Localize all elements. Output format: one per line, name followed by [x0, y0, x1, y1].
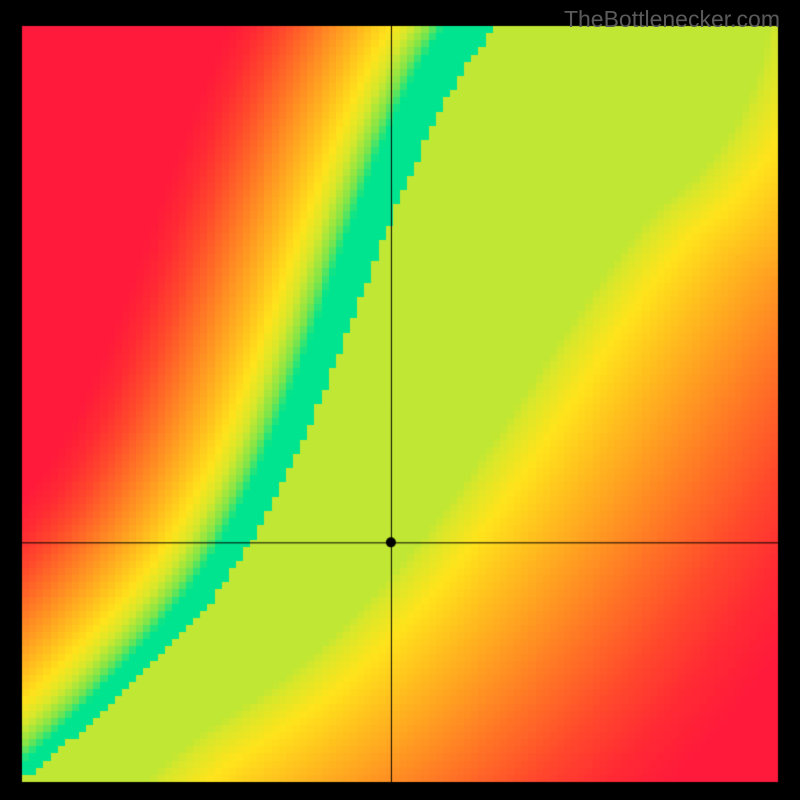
watermark-text: TheBottlenecker.com	[564, 6, 780, 33]
bottleneck-heatmap	[0, 0, 800, 800]
chart-container: TheBottlenecker.com	[0, 0, 800, 800]
